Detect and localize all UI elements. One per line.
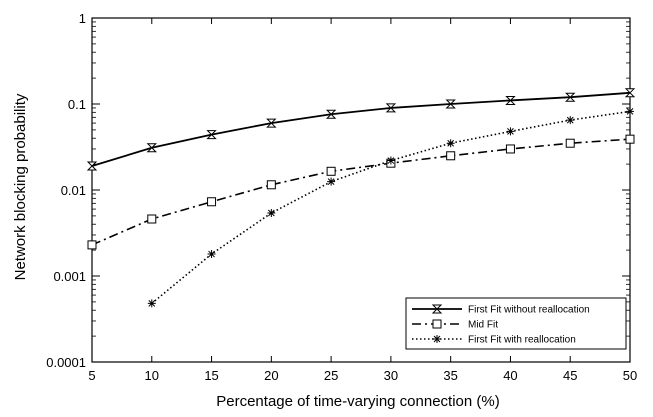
data-point [506,127,515,136]
data-point [266,180,276,190]
asterisk-marker-shape [506,127,515,136]
hourglass-marker-shape [146,143,157,153]
legend: First Fit without reallocation Mid Fit Fir… [405,297,627,350]
x-tick-label: 50 [623,368,637,383]
x-tick-label: 20 [264,368,278,383]
data-point [566,116,575,125]
asterisk-marker-shape [446,139,455,148]
data-point [146,143,157,153]
data-point [147,214,157,224]
asterisk-marker-shape [327,177,336,186]
data-point [565,92,576,102]
hourglass-marker-shape [445,99,456,109]
square-marker-shape [565,138,575,148]
square-marker-shape [446,151,456,161]
data-point [565,138,575,148]
data-point [446,151,456,161]
asterisk-marker-shape [207,250,216,259]
data-point [86,161,98,171]
asterisk-marker-shape [147,299,156,308]
series-line-3 [151,110,631,305]
asterisk-marker-shape [566,116,575,125]
hourglass-marker-shape [431,304,443,314]
data-point [505,95,516,105]
data-point [326,166,336,176]
x-axis-title: Percentage of time-varying connection (%… [216,393,499,410]
data-point [147,299,156,308]
series-line-2 [91,138,631,246]
legend-entry-label: Mid Fit [468,320,498,331]
axes-layer: 5 10 15 20 25 30 35 40 45 50 0.0001 0.001 0.01 0.1 1 [46,11,637,383]
legend-marker [433,335,441,343]
square-marker-shape [87,240,97,250]
series-layer [86,88,636,308]
data-point [446,139,455,148]
y-tick-label: 0.001 [53,269,86,284]
data-point [625,134,635,144]
data-point [445,99,456,109]
data-point [267,209,276,218]
x-tick-label: 10 [145,368,159,383]
data-point [385,103,397,113]
y-tick-label: 1 [79,11,86,26]
x-tick-label: 45 [563,368,577,383]
x-tick-label: 25 [324,368,338,383]
data-point [325,109,337,119]
hourglass-marker-shape [505,95,516,105]
hourglass-marker-shape [385,103,397,113]
square-marker-shape [147,214,157,224]
y-axis-title: Network blocking probability [12,93,29,280]
legend-marker [431,304,443,314]
y-tick-label: 0.1 [68,97,86,112]
hourglass-marker-shape [565,92,576,102]
square-marker-shape [505,144,515,154]
y-tick-label: 0.01 [61,183,86,198]
data-point [327,177,336,186]
data-point [87,240,97,250]
square-marker-shape [432,319,442,329]
asterisk-marker-shape [267,209,276,218]
square-marker-shape [266,180,276,190]
x-tick-label: 40 [503,368,517,383]
x-tick-label: 15 [204,368,218,383]
legend-box [405,297,627,350]
data-point [207,197,217,207]
series-3 [147,107,634,308]
square-marker-shape [625,134,635,144]
square-marker-shape [326,166,336,176]
legend-entry-label: First Fit without reallocation [468,305,590,316]
x-tick-label: 35 [443,368,457,383]
hourglass-marker-shape [325,109,337,119]
legend-entry-label: First Fit with reallocation [468,335,576,346]
legend-marker [432,319,442,329]
series-2 [87,134,635,250]
data-point [626,107,634,116]
data-point [266,118,277,128]
data-point [207,250,216,259]
data-point [386,156,395,165]
hourglass-marker-shape [86,161,98,171]
square-marker-shape [207,197,217,207]
hourglass-marker-shape [206,130,217,140]
data-point [624,88,636,98]
data-point [505,144,515,154]
asterisk-marker-shape [386,156,395,165]
x-tick-label: 5 [88,368,95,383]
x-tick-label: 30 [384,368,398,383]
hourglass-marker-shape [266,118,277,128]
asterisk-marker-shape [626,107,634,116]
series-line-1 [91,91,631,167]
hourglass-marker-shape [624,88,636,98]
series-1 [86,88,636,171]
data-point [206,130,217,140]
asterisk-marker-shape [433,335,441,343]
y-tick-label: 0.0001 [46,355,86,370]
